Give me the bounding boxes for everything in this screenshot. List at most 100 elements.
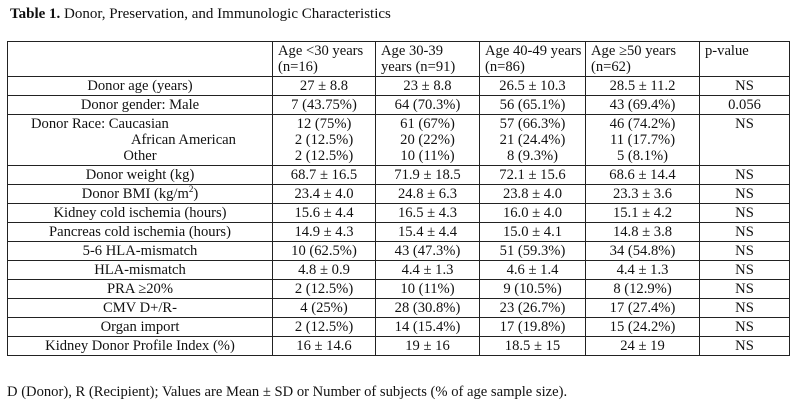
table-row: Donor Race: Caucasian African American Oth… (7, 114, 790, 166)
race-cell-line: 2 (12.5%) (294, 148, 354, 164)
header-row: Age <30 years (n=16) Age 30-39 years (n=… (7, 41, 790, 77)
table-cell: 15.6 ± 4.4 (272, 203, 376, 223)
table-cell: 4.4 ± 1.3 (585, 260, 700, 280)
table-cell: 2 (12.5%) (272, 317, 376, 337)
table-cell: 28 (30.8%) (375, 298, 480, 318)
race-label-line: Donor Race: Caucasian (31, 116, 169, 132)
p-value-cell: NS (699, 241, 790, 261)
table-cell: 4 (25%) (272, 298, 376, 318)
table-row: 5-6 HLA-mismatch 10 (62.5%) 43 (47.3%) 51 (… (7, 241, 790, 261)
table-cell: 23.4 ± 4.0 (272, 184, 376, 204)
table-cell: 16 ± 14.6 (272, 336, 376, 356)
race-cell-line: 20 (22%) (400, 132, 455, 148)
table-row: Donor weight (kg) 68.7 ± 16.5 71.9 ± 18.5 7… (7, 165, 790, 185)
table-row: PRA ≥20% 2 (12.5%) 10 (11%) 9 (10.5%) 8 (12.… (7, 279, 790, 299)
table-cell: 46 (74.2%) 11 (17.7%) 5 (8.1%) (585, 114, 700, 166)
table-row: Organ import 2 (12.5%) 14 (15.4%) 17 (19.8%… (7, 317, 790, 337)
table-cell: 4.4 ± 1.3 (375, 260, 480, 280)
p-value-cell: NS (699, 298, 790, 318)
table-row: Donor age (years) 27 ± 8.8 23 ± 8.8 26.5 ± … (7, 76, 790, 96)
p-value-cell: NS (699, 203, 790, 223)
caption-label: Table 1. (10, 6, 61, 22)
table-cell: 72.1 ± 15.6 (479, 165, 586, 185)
table-row: Donor BMI (kg/m2) 23.4 ± 4.0 24.8 ± 6.3 23.… (7, 184, 790, 204)
header-cell: Age 30-39 years (n=91) (375, 41, 480, 77)
header-cell: Age 40-49 years (n=86) (479, 41, 586, 77)
race-cell-line: 61 (67%) (400, 116, 455, 132)
table-cell: 23 ± 8.8 (375, 76, 480, 96)
table-caption: Table 1. Donor, Preservation, and Immuno… (10, 6, 391, 23)
table-cell: 4.8 ± 0.9 (272, 260, 376, 280)
p-value-cell: NS (699, 222, 790, 242)
p-value-cell: NS (699, 260, 790, 280)
row-label: HLA-mismatch (7, 260, 273, 280)
table-row: Kidney cold ischemia (hours) 15.6 ± 4.4 16… (7, 203, 790, 223)
table-footnote: D (Donor), R (Recipient); Values are Mea… (7, 384, 568, 400)
table-cell: 24.8 ± 6.3 (375, 184, 480, 204)
table-cell: 17 (27.4%) (585, 298, 700, 318)
race-cell-line: 2 (12.5%) (294, 132, 354, 148)
race-label-line: African American (131, 132, 236, 148)
table-cell: 23.8 ± 4.0 (479, 184, 586, 204)
table-row: HLA-mismatch 4.8 ± 0.9 4.4 ± 1.3 4.6 ± 1.4 4… (7, 260, 790, 280)
row-label: Kidney cold ischemia (hours) (7, 203, 273, 223)
table-cell: 10 (62.5%) (272, 241, 376, 261)
row-label: CMV D+/R- (7, 298, 273, 318)
table-cell: 4.6 ± 1.4 (479, 260, 586, 280)
table-cell: 10 (11%) (375, 279, 480, 299)
p-value-cell: NS (699, 76, 790, 96)
table-cell: 8 (12.9%) (585, 279, 700, 299)
p-value-cell: NS (699, 114, 790, 166)
table-cell: 12 (75%) 2 (12.5%) 2 (12.5%) (272, 114, 376, 166)
race-cell-line: 5 (8.1%) (616, 148, 669, 164)
row-label: Donor age (years) (7, 76, 273, 96)
table-cell: 15.4 ± 4.4 (375, 222, 480, 242)
row-label: Donor gender: Male (7, 95, 273, 115)
race-cell-line: 57 (66.3%) (499, 116, 566, 132)
table-cell: 15 (24.2%) (585, 317, 700, 337)
table-cell: 43 (69.4%) (585, 95, 700, 115)
table-cell: 24 ± 19 (585, 336, 700, 356)
p-value-cell: NS (699, 317, 790, 337)
table-cell: 16.5 ± 4.3 (375, 203, 480, 223)
table-cell: 43 (47.3%) (375, 241, 480, 261)
table-row: Pancreas cold ischemia (hours) 14.9 ± 4.3… (7, 222, 790, 242)
table-cell: 2 (12.5%) (272, 279, 376, 299)
table-row: CMV D+/R- 4 (25%) 28 (30.8%) 23 (26.7%) 17 (… (7, 298, 790, 318)
p-value-cell: NS (699, 165, 790, 185)
table-cell: 68.7 ± 16.5 (272, 165, 376, 185)
row-label: PRA ≥20% (7, 279, 273, 299)
caption-text: Donor, Preservation, and Immunologic Cha… (64, 6, 391, 22)
table-cell: 14 (15.4%) (375, 317, 480, 337)
p-value-cell: 0.056 (699, 95, 790, 115)
row-label: 5-6 HLA-mismatch (7, 241, 273, 261)
header-cell: Age <30 years (n=16) (272, 41, 376, 77)
header-cell (7, 41, 273, 77)
table-cell: 16.0 ± 4.0 (479, 203, 586, 223)
table-cell: 57 (66.3%) 21 (24.4%) 8 (9.3%) (479, 114, 586, 166)
table-cell: 51 (59.3%) (479, 241, 586, 261)
p-value-cell: NS (699, 336, 790, 356)
header-cell: p-value (699, 41, 790, 77)
table-cell: 61 (67%) 20 (22%) 10 (11%) (375, 114, 480, 166)
race-cell-line: 11 (17.7%) (609, 132, 676, 148)
race-cell-line: 8 (9.3%) (506, 148, 559, 164)
table-cell: 18.5 ± 15 (479, 336, 586, 356)
table-cell: 68.6 ± 14.4 (585, 165, 700, 185)
table-cell: 15.1 ± 4.2 (585, 203, 700, 223)
p-value-cell: NS (699, 184, 790, 204)
row-label: Donor Race: Caucasian African American Oth… (7, 114, 273, 166)
table-cell: 14.9 ± 4.3 (272, 222, 376, 242)
row-label: Kidney Donor Profile Index (%) (7, 336, 273, 356)
characteristics-table: Age <30 years (n=16) Age 30-39 years (n=… (7, 41, 790, 356)
table-cell: 64 (70.3%) (375, 95, 480, 115)
table-row: Donor gender: Male 7 (43.75%) 64 (70.3%) 56… (7, 95, 790, 115)
table-cell: 34 (54.8%) (585, 241, 700, 261)
race-cell-line: 46 (74.2%) (609, 116, 676, 132)
table-row: Kidney Donor Profile Index (%) 16 ± 14.6 1… (7, 336, 790, 356)
table-cell: 15.0 ± 4.1 (479, 222, 586, 242)
row-label: Donor weight (kg) (7, 165, 273, 185)
table-cell: 17 (19.8%) (479, 317, 586, 337)
p-value-cell: NS (699, 279, 790, 299)
table-cell: 23 (26.7%) (479, 298, 586, 318)
